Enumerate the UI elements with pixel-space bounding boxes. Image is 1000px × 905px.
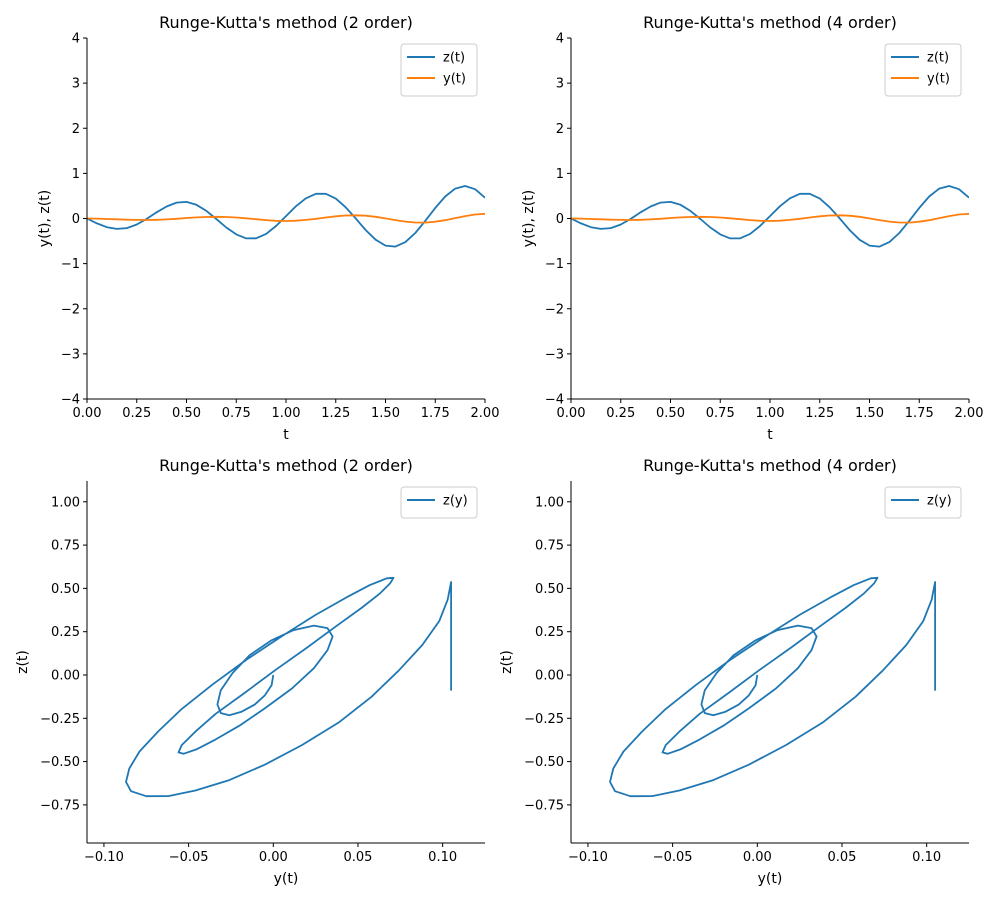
y-tick-label: 2: [556, 122, 564, 137]
y-tick-label: −0.25: [524, 712, 564, 727]
y-tick-label: 1.00: [51, 495, 80, 510]
y-tick-label: −3: [545, 347, 564, 362]
legend-box: [400, 486, 478, 519]
x-tick-label: 0.25: [122, 406, 151, 421]
y-tick-label: 3: [72, 77, 80, 92]
x-tick-label: 1.25: [321, 406, 350, 421]
chart-title: Runge-Kutta's method (2 order): [159, 456, 413, 475]
x-tick-label: 0.50: [656, 406, 685, 421]
x-tick-label: 2.00: [471, 406, 500, 421]
series-line-yt: [87, 212, 485, 224]
y-tick-label: 0.75: [51, 539, 80, 554]
y-tick-label: 1: [556, 167, 564, 182]
y-tick-label: −0.50: [524, 755, 564, 770]
y-tick-label: 0: [556, 212, 564, 227]
chart-title: Runge-Kutta's method (2 order): [159, 13, 413, 32]
y-tick-label: 0.00: [51, 668, 80, 683]
y-tick-label: −3: [61, 347, 80, 362]
y-tick-label: 4: [72, 32, 80, 47]
y-tick-label: −4: [545, 393, 564, 408]
plot-4: Runge-Kutta's method (4 order) y(t) z(t) −0…: [499, 456, 969, 887]
legend-label: z(y): [443, 494, 468, 509]
x-tick-label: 1.50: [855, 406, 884, 421]
x-tick-label: 0.05: [828, 850, 857, 865]
x-tick-label: 0.50: [172, 406, 201, 421]
legend-label: z(y): [927, 494, 952, 509]
y-tick-label: −2: [545, 302, 564, 317]
x-tick-label: 0.10: [428, 850, 457, 865]
y-tick-label: 0.25: [535, 625, 564, 640]
y-tick-label: 0.25: [51, 625, 80, 640]
x-tick-label: 0.10: [912, 850, 941, 865]
y-axis-label: y(t), z(t): [37, 190, 53, 247]
y-axis-label: z(t): [15, 650, 31, 674]
x-tick-label: 1.75: [905, 406, 934, 421]
x-tick-label: −0.10: [84, 850, 124, 865]
plot-1: Runge-Kutta's method (2 order) t y(t), z(t…: [37, 13, 499, 443]
x-axis-label: y(t): [274, 871, 299, 887]
plot-3: Runge-Kutta's method (2 order) y(t) z(t) −0…: [15, 456, 485, 887]
x-tick-label: 1.00: [272, 406, 301, 421]
legend-label: y(t): [927, 72, 950, 87]
x-tick-label: 0.00: [557, 406, 586, 421]
x-tick-label: 2.00: [955, 406, 984, 421]
y-tick-label: 3: [556, 77, 564, 92]
y-axis-label: y(t), z(t): [521, 190, 537, 247]
x-tick-label: 0.75: [222, 406, 251, 421]
y-axis-label: z(t): [499, 650, 515, 674]
chart-title: Runge-Kutta's method (4 order): [643, 456, 897, 475]
y-tick-label: 0.50: [51, 582, 80, 597]
x-tick-label: 0.00: [73, 406, 102, 421]
x-axis-label: t: [283, 427, 289, 443]
series-line-zy: [609, 576, 936, 798]
x-tick-label: 0.00: [743, 850, 772, 865]
x-axis-label: y(t): [758, 871, 783, 887]
y-tick-label: −2: [61, 302, 80, 317]
x-tick-label: 1.75: [421, 406, 450, 421]
y-tick-label: 0.75: [535, 539, 564, 554]
y-tick-label: −0.25: [40, 712, 80, 727]
y-tick-label: 4: [556, 32, 564, 47]
plot-2: Runge-Kutta's method (4 order) t y(t), z(t…: [521, 13, 983, 443]
y-tick-label: −0.50: [40, 755, 80, 770]
x-tick-label: −0.05: [653, 850, 693, 865]
series-line-zy: [125, 576, 453, 798]
y-tick-label: 2: [72, 122, 80, 137]
legend-box: [400, 43, 478, 97]
y-tick-label: 0.00: [535, 668, 564, 683]
y-tick-label: −1: [545, 257, 564, 272]
series-line-yt: [571, 212, 969, 224]
y-tick-label: 1: [72, 167, 80, 182]
x-tick-label: 0.00: [259, 850, 288, 865]
y-tick-label: 1.00: [535, 495, 564, 510]
legend-box: [884, 43, 962, 97]
x-tick-label: 0.05: [344, 850, 373, 865]
legend-box: [884, 486, 962, 519]
legend-label: y(t): [443, 72, 466, 87]
x-tick-label: 0.25: [606, 406, 635, 421]
y-tick-label: 0: [72, 212, 80, 227]
x-tick-label: −0.05: [169, 850, 209, 865]
x-tick-label: 1.00: [756, 406, 785, 421]
x-tick-label: 0.75: [706, 406, 735, 421]
y-tick-label: 0.50: [535, 582, 564, 597]
legend-label: z(t): [927, 51, 949, 66]
x-tick-label: −0.10: [568, 850, 608, 865]
chart-title: Runge-Kutta's method (4 order): [643, 13, 897, 32]
y-tick-label: −0.75: [524, 798, 564, 813]
y-tick-label: −1: [61, 257, 80, 272]
y-tick-label: −4: [61, 393, 80, 408]
legend-label: z(t): [443, 51, 465, 66]
x-tick-label: 1.50: [371, 406, 400, 421]
series-line-zt: [571, 185, 969, 248]
y-tick-label: −0.75: [40, 798, 80, 813]
x-axis-label: t: [767, 427, 773, 443]
x-tick-label: 1.25: [805, 406, 834, 421]
series-line-zt: [87, 185, 485, 248]
